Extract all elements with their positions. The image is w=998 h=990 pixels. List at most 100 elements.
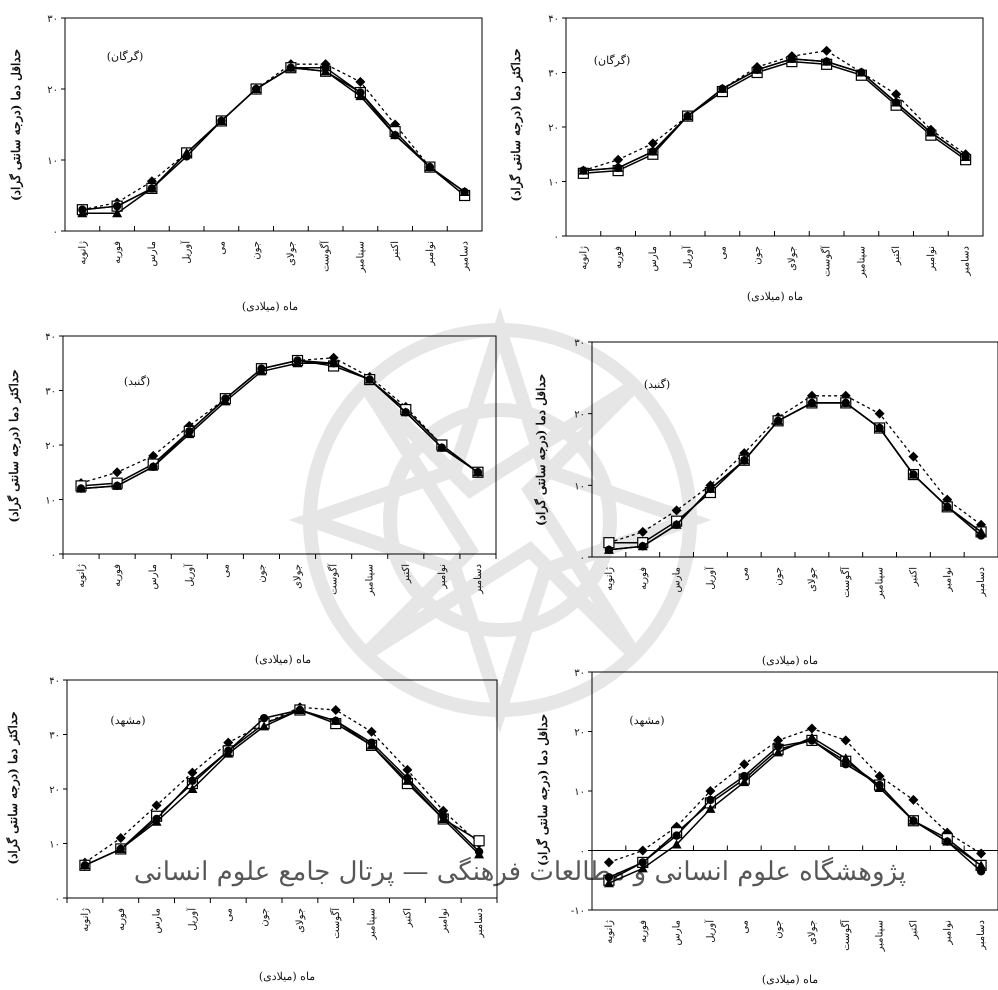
x-tick-label: سپتامبر [367,908,378,940]
data-point [185,427,194,436]
y-tick-label: ۴۰ [45,332,56,343]
data-point [331,716,340,726]
y-tick-label: ۲۰ [49,785,60,796]
x-tick-label: نوامبر [425,241,436,267]
data-point [78,205,87,214]
data-point [259,721,270,731]
x-tick-label: آگوست [820,245,833,277]
data-point [112,201,122,211]
series-2 [603,397,987,549]
series-line [608,395,982,544]
y-axis-label: حداکثر دما (درجه سانتی گراد) [6,369,22,522]
data-point [821,45,832,56]
x-tick-label: اکتبر [401,564,412,584]
x-tick-label: نوامبر [942,920,953,946]
data-point [806,723,817,734]
data-point [739,759,750,770]
data-point [875,780,884,790]
data-point [579,166,588,175]
x-tick-label: فوریه [112,564,123,587]
y-tick-label: -۱۰ [571,906,585,917]
x-tick-label: اکتبر [390,241,401,261]
watermark-emblem [288,307,712,733]
station-title: (مشهد) [110,714,145,727]
x-tick-label: ژانویه [604,567,615,591]
data-point [603,878,614,888]
series-line [608,739,982,881]
y-tick-label: ۳۰ [574,338,585,349]
x-tick-label: جولای [807,920,818,945]
data-point [402,764,413,775]
x-tick-label: دسامبر [473,564,484,595]
data-point [329,359,338,368]
data-point [638,858,647,867]
x-tick-label: فوریه [116,908,127,931]
x-axis-label: ماه (میلادی) [747,290,803,303]
data-point [473,835,485,847]
x-tick-label: می [739,567,750,581]
data-point [822,57,831,66]
data-point [706,795,715,805]
series-1 [79,702,485,868]
station-title: (مشهد) [629,714,664,727]
y-tick-label: ۳۰ [548,69,559,80]
data-point [683,111,692,121]
series-4 [78,63,469,214]
data-point [976,531,986,540]
data-point [437,443,447,452]
series-2 [603,734,987,886]
data-point [976,848,987,859]
data-point [366,726,377,737]
data-point [875,423,884,433]
x-tick-label: سپتامبر [875,567,886,599]
x-tick-label: ژانویه [80,908,91,932]
data-point [367,738,376,747]
data-point [841,398,850,408]
x-tick-label: آوریل [703,566,716,590]
x-tick-label: مارس [672,920,683,945]
x-tick-label: سپتامبر [365,564,376,596]
x-tick-label: آوریل [185,907,198,931]
y-tick-label: ۱۰ [548,178,559,189]
data-point [671,505,682,516]
x-tick-label: آوریل [703,919,716,943]
data-point [390,130,400,140]
series-2 [577,55,972,179]
series-4 [604,736,986,882]
series-line [82,66,466,215]
x-tick-label: جون [773,567,784,586]
data-point [637,526,648,537]
x-tick-label: ژانویه [77,241,88,265]
x-tick-label: آوریل [182,563,195,587]
data-point [401,408,410,417]
data-point [112,208,123,218]
plot-frame [591,671,998,911]
data-point [891,89,902,100]
x-tick-label: آگوست [319,240,332,272]
data-point [874,771,885,782]
data-point [841,760,850,769]
y-tick-label: ۲۰ [548,123,559,134]
data-point [603,857,614,868]
data-point [403,773,412,783]
x-tick-label: ژانویه [578,246,589,270]
data-point [926,128,936,137]
x-tick-label: می [223,908,234,922]
y-tick-label: ۱۰ [47,156,58,167]
data-point [647,138,658,149]
y-tick-label: ۳۰ [49,731,60,742]
station-title: (گنبد) [124,375,150,388]
data-point [147,184,157,193]
data-point [613,154,624,165]
x-tick-label: می [717,246,728,260]
data-point [257,364,266,373]
data-point [840,753,851,763]
x-tick-label: نوامبر [926,246,937,272]
plot-frame [62,335,497,555]
data-point [355,76,366,87]
series-line [84,709,480,866]
data-point [637,863,648,873]
data-point [671,839,682,849]
x-tick-label: جون [256,564,267,583]
